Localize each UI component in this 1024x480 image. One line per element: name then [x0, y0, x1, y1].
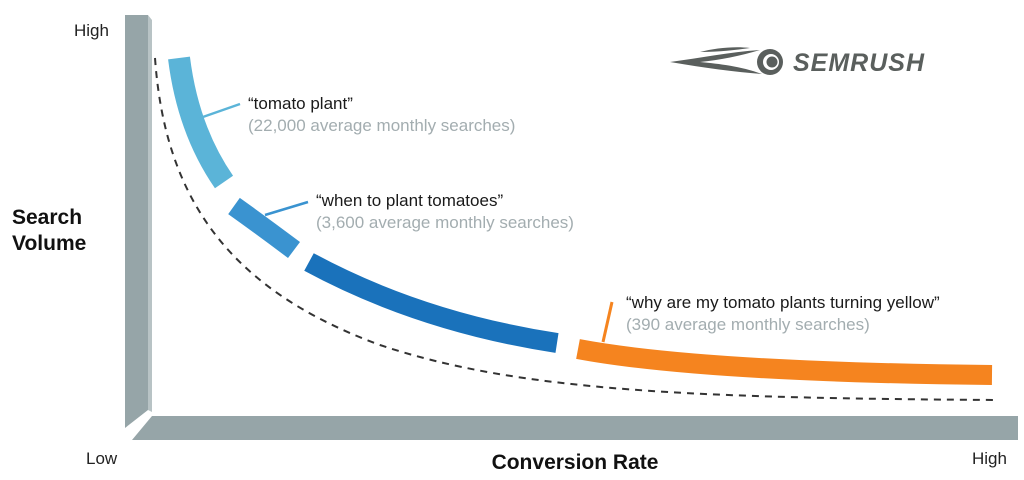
segment-mid-tail [304, 253, 559, 353]
x-axis-label: Conversion Rate [492, 451, 659, 474]
keyword-4-phrase: “why are my tomato plants turning yellow… [626, 293, 940, 312]
y-axis-label-line2: Volume [12, 232, 86, 255]
y-axis-bar [125, 15, 148, 428]
x-axis-high: High [972, 449, 1007, 468]
keyword-2-phrase: “when to plant tomatoes” [316, 191, 503, 210]
fireball-icon [670, 47, 783, 75]
x-axis-bar [132, 416, 1018, 440]
keyword-1-searches: (22,000 average monthly searches) [248, 116, 515, 135]
segment-long-tail [576, 339, 993, 385]
y-axis-label-line1: Search [12, 206, 82, 229]
y-axis-bevel [148, 15, 152, 412]
x-axis-low: Low [86, 449, 118, 468]
keyword-4-searches: (390 average monthly searches) [626, 315, 870, 334]
y-axis-high: High [74, 21, 109, 40]
leader-line-1 [199, 102, 241, 120]
keyword-2-searches: (3,600 average monthly searches) [316, 213, 574, 232]
semrush-logo: SEMRUSH [670, 47, 925, 77]
segment-when-to-plant [228, 197, 300, 259]
dashed-curve [154, 57, 996, 401]
segment-tomato-plant [168, 56, 234, 189]
keyword-1-phrase: “tomato plant” [248, 94, 353, 113]
leader-line-4 [601, 301, 614, 343]
leader-line-2 [264, 200, 309, 217]
logo-wordmark: SEMRUSH [793, 49, 925, 77]
